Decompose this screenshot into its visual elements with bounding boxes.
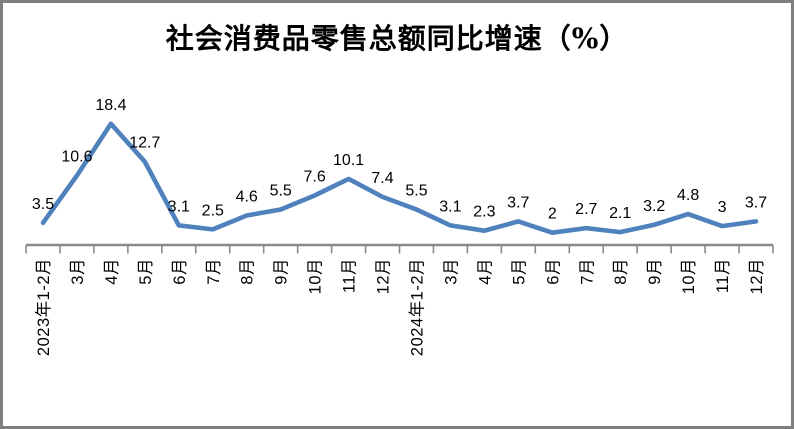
x-axis-label: 10月 (307, 258, 325, 294)
data-label: 3.1 (168, 198, 190, 215)
x-axis-label: 11月 (714, 258, 732, 293)
data-label: 4.8 (677, 187, 699, 204)
data-label: 2.3 (473, 204, 495, 221)
x-axis-label: 6月 (171, 258, 189, 285)
data-label: 3 (718, 199, 727, 216)
data-label: 3.2 (643, 198, 665, 215)
x-axis-label: 12月 (748, 258, 766, 294)
x-axis-label: 3月 (69, 258, 87, 285)
x-axis-label: 2024年1-2月 (408, 258, 427, 356)
x-axis-label: 9月 (273, 258, 291, 285)
data-label: 3.1 (439, 198, 461, 215)
x-axis-label: 10月 (680, 258, 698, 294)
series-line (40, 121, 759, 235)
x-axis-label: 9月 (646, 258, 664, 285)
data-label: 10.6 (61, 149, 92, 166)
data-label: 7.6 (303, 169, 325, 186)
data-label: 2.1 (609, 205, 631, 222)
data-label: 12.7 (129, 135, 160, 152)
data-label: 2.7 (575, 201, 597, 218)
x-axis-label: 3月 (442, 258, 460, 285)
data-label: 3.7 (507, 194, 529, 211)
x-axis-label: 2023年1-2月 (34, 258, 53, 356)
data-label: 2 (548, 206, 557, 223)
line-chart-canvas: 3.5 10.6 18.4 12.7 3.1 2.5 4.6 5.5 7.6 10.1 7.4 5.5… (25, 97, 774, 356)
data-label: 3.7 (745, 194, 767, 211)
data-label: 3.5 (32, 196, 54, 213)
x-axis-label: 6月 (544, 258, 562, 285)
chart-title: 社会消费品零售总额同比增速（%） (165, 22, 629, 55)
x-axis-label: 8月 (612, 258, 630, 285)
x-axis-label: 11月 (341, 258, 359, 293)
x-axis-label: 7月 (578, 258, 596, 285)
data-label: 18.4 (95, 97, 126, 114)
data-label: 5.5 (405, 183, 427, 200)
data-label: 5.5 (270, 183, 292, 200)
x-axis-label: 4月 (103, 258, 121, 285)
x-axis-label: 7月 (205, 258, 223, 285)
x-axis-label: 5月 (137, 258, 155, 285)
data-label: 4.6 (236, 189, 258, 206)
x-axis-label: 8月 (239, 258, 257, 285)
data-label: 2.5 (202, 202, 224, 219)
data-label: 10.1 (333, 152, 364, 169)
x-axis-label: 4月 (476, 258, 494, 285)
data-label: 7.4 (371, 170, 393, 187)
x-axis-label: 5月 (510, 258, 528, 285)
x-axis-label: 12月 (375, 258, 393, 294)
